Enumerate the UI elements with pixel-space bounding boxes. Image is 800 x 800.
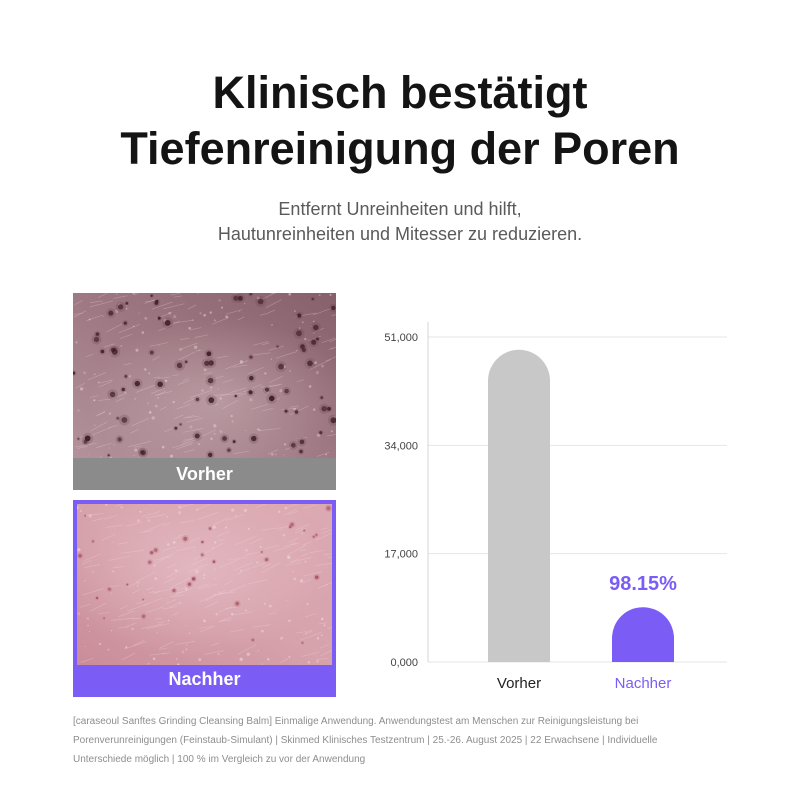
subtitle-line-2: Hautunreinheiten und Mitesser zu reduzie… (217, 224, 583, 244)
before-skin-photo (73, 293, 336, 458)
before-label: Vorher (73, 458, 336, 490)
after-skin-photo (77, 504, 332, 665)
after-label: Nachher (77, 665, 332, 693)
before-photo-card: Vorher (73, 293, 336, 490)
grid (428, 336, 727, 663)
y-tick-label: 0,000 (390, 657, 418, 669)
subtitle-line-1: Entfernt Unreinheiten und hilft, (278, 199, 522, 219)
chart-container: 0,000 17,000 34,000 51,000 Vorher 98.15% Nachh… (370, 310, 740, 705)
footnote: [caraseoul Sanftes Grinding Cleansing Ba… (73, 712, 733, 769)
page-subtitle: Entfernt Unreinheiten und hilft, Hautunr… (0, 197, 800, 247)
after-photo-card: Nachher (73, 500, 336, 697)
title-line-1: Klinisch bestätigt (212, 67, 588, 118)
bar-chart: 0,000 17,000 34,000 51,000 Vorher 98.15% Nachh… (384, 322, 727, 692)
data-label: 98.15% (609, 573, 677, 595)
bar-vorher (488, 349, 550, 662)
bar-nachher (612, 607, 674, 662)
y-tick-label: 51,000 (384, 332, 418, 344)
page-title: Klinisch bestätigt Tiefenreinigung der P… (0, 65, 800, 177)
category-label-nachher: Nachher (615, 675, 672, 692)
y-tick-label: 34,000 (384, 440, 418, 452)
footnote-line-3: Unterschiede möglich | 100 % im Vergleic… (73, 754, 366, 765)
footnote-line-1: [caraseoul Sanftes Grinding Cleansing Ba… (73, 716, 639, 727)
category-label-vorher: Vorher (497, 675, 541, 692)
footnote-line-2: Porenverunreinigungen (Feinstaub-Simulan… (73, 735, 658, 746)
title-line-2: Tiefenreinigung der Poren (120, 123, 680, 174)
y-tick-label: 17,000 (384, 549, 418, 561)
